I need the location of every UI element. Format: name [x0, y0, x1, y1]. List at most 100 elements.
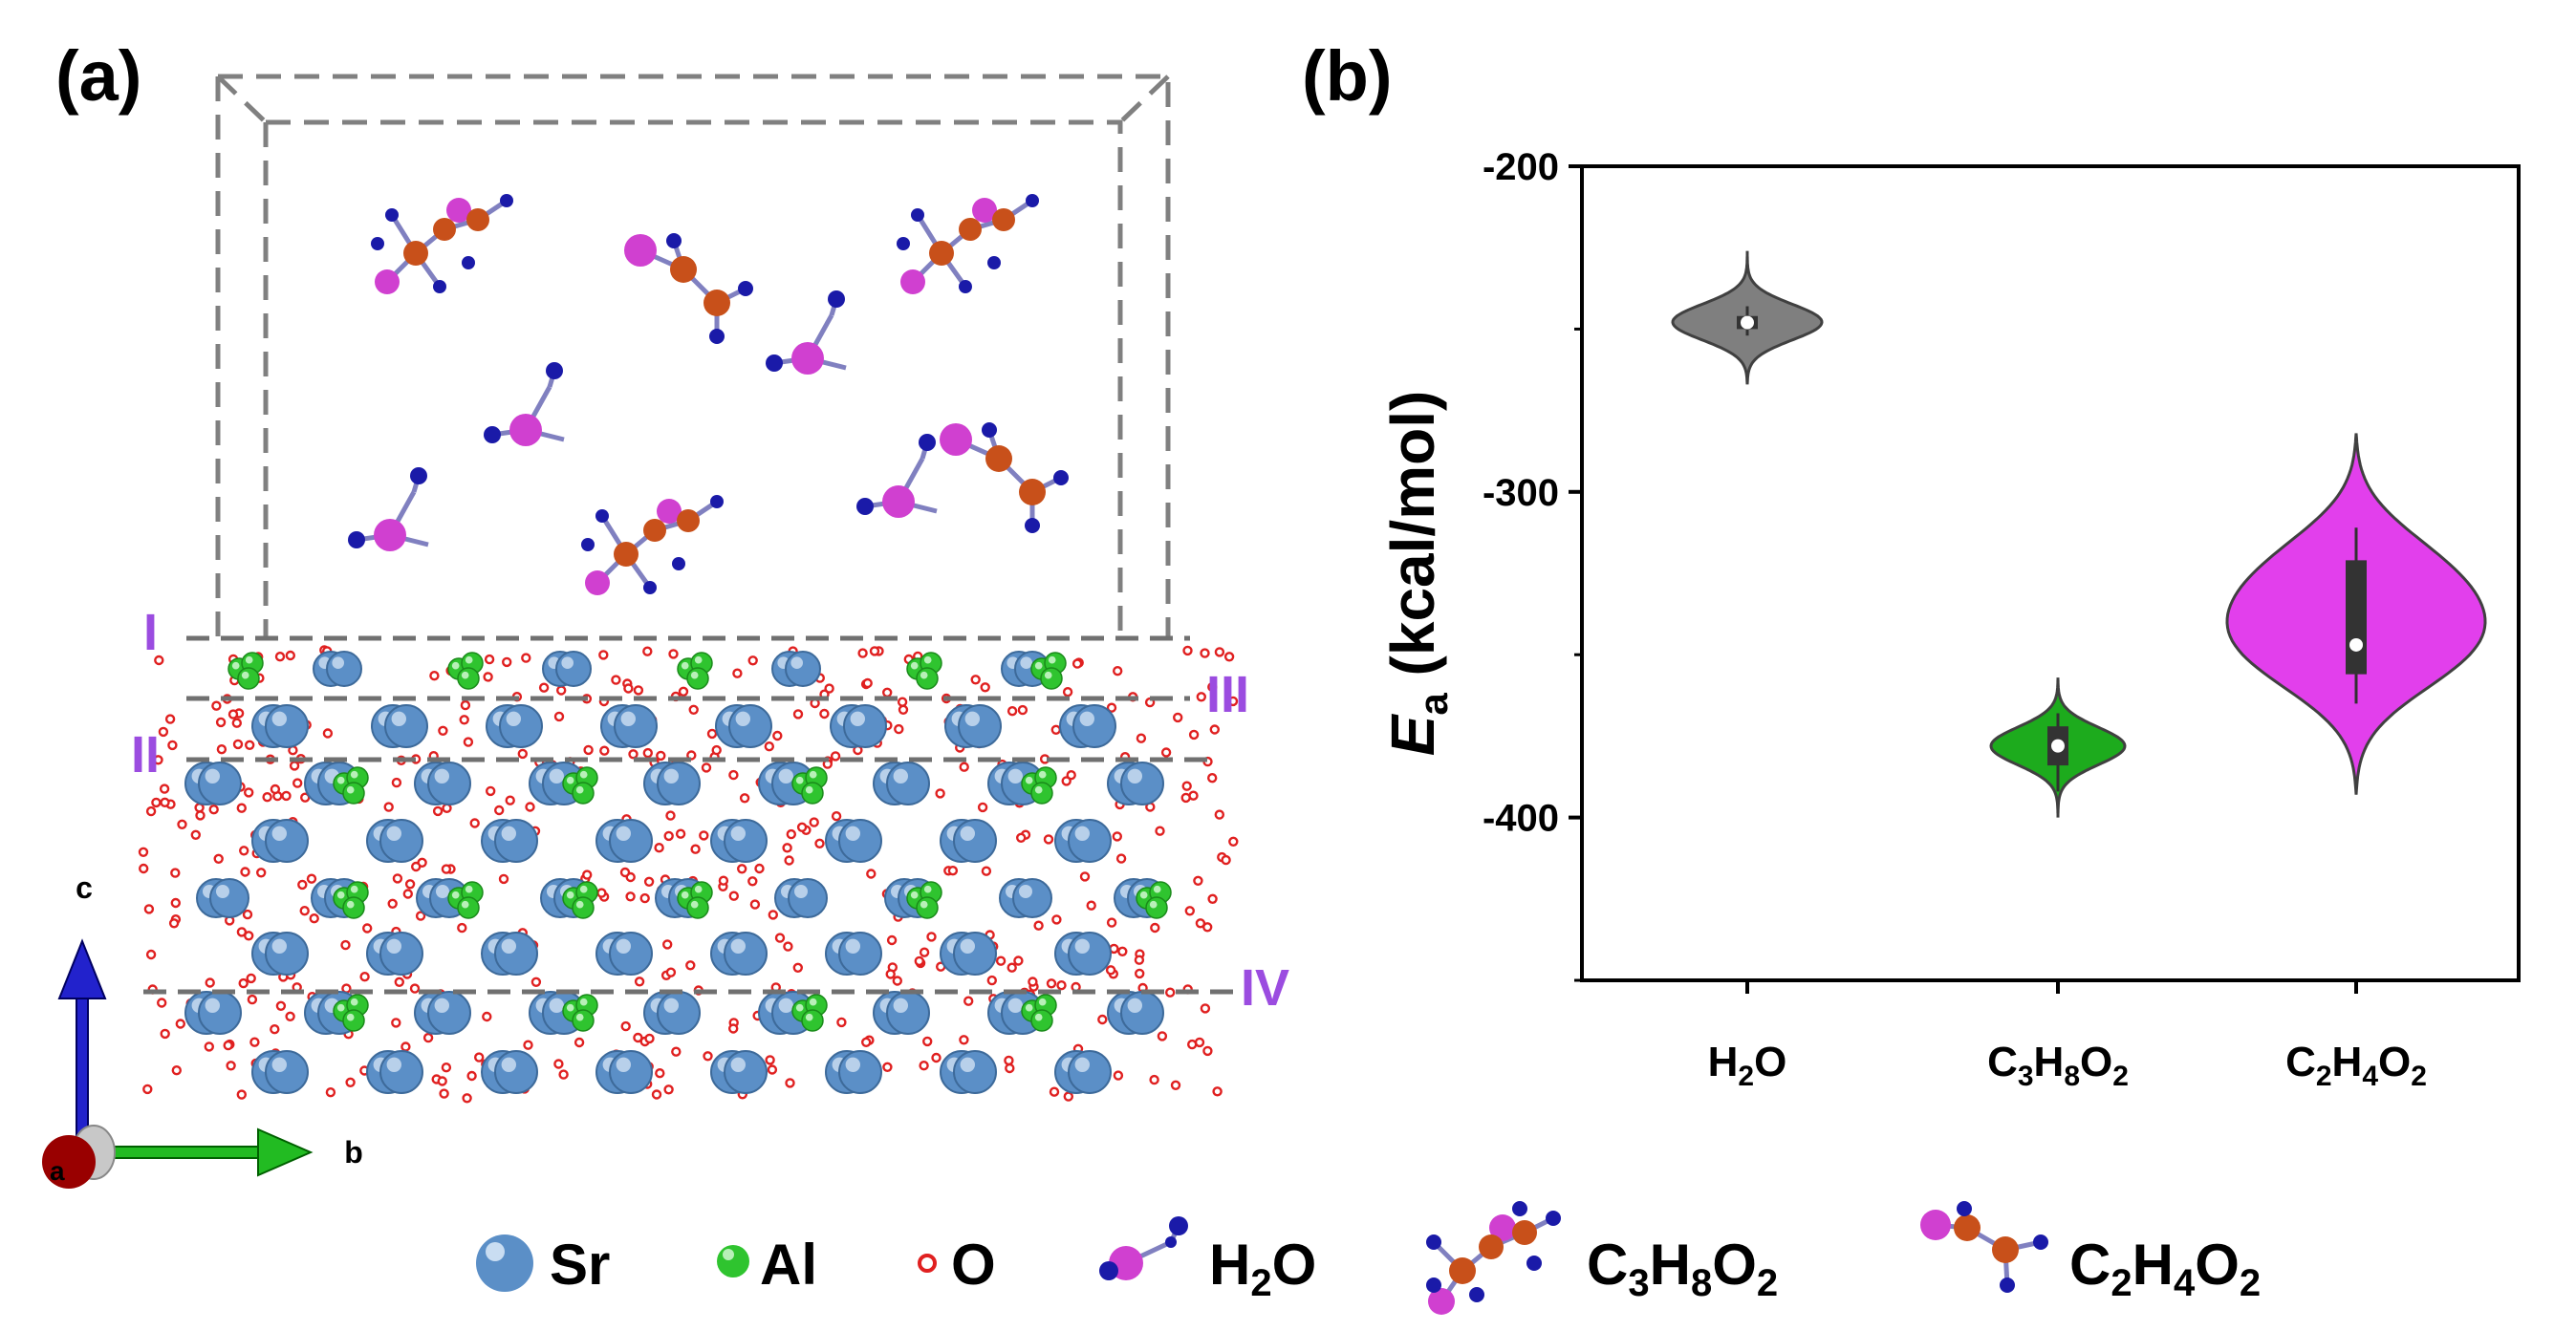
o-atom	[236, 1089, 248, 1100]
o-atom	[897, 697, 908, 707]
layer-label-I: I	[143, 604, 158, 661]
o-atom	[1196, 692, 1207, 702]
o-atom	[462, 1093, 472, 1104]
sr-atom	[838, 1050, 882, 1094]
o-atom	[1214, 809, 1225, 820]
o-atom	[498, 873, 509, 885]
o-atom	[159, 784, 170, 794]
o-atom	[1106, 702, 1117, 713]
o-atom	[1180, 792, 1191, 804]
sr-atom	[1120, 762, 1164, 805]
o-atom	[211, 700, 222, 711]
o-atom	[383, 802, 394, 812]
o-atom	[153, 755, 163, 765]
sr-atom	[1012, 878, 1052, 918]
o-atom	[1117, 946, 1128, 956]
al-atom	[916, 896, 939, 919]
o-atom	[1033, 920, 1044, 931]
o-atom	[530, 977, 542, 988]
y-axis-label: Ea (kcal/mol)	[1378, 391, 1456, 757]
sr-atom	[1068, 819, 1112, 863]
h-atom	[410, 467, 427, 484]
legend-item-c3h8o2: C3H8O2	[1426, 1201, 1778, 1315]
o-atom	[322, 728, 334, 739]
o-atom	[1097, 1014, 1108, 1025]
o-atom	[703, 1051, 713, 1062]
sr-atom	[886, 991, 930, 1035]
o-atom	[1221, 854, 1231, 866]
o-atom	[1202, 1045, 1213, 1057]
y-axis-label-sub: a	[1411, 693, 1456, 716]
o-atom	[411, 861, 422, 872]
sr-atom	[657, 991, 701, 1035]
o-atom	[437, 1076, 447, 1086]
x-tick-label: C3H8O2	[1987, 1039, 2129, 1092]
o-atom	[441, 1062, 452, 1073]
sr-atom	[838, 819, 882, 863]
c-atom	[985, 445, 1012, 472]
o-atom	[892, 976, 902, 986]
o-atom	[675, 828, 686, 839]
o-atom	[620, 1020, 631, 1032]
al-atom	[572, 782, 595, 805]
axis-triad: c b a	[42, 870, 363, 1189]
o-atom	[1181, 781, 1192, 791]
o-atom	[963, 996, 974, 1006]
o-atom	[747, 876, 758, 887]
violin-median-C2H4O2	[2349, 637, 2363, 652]
o-atom	[922, 1036, 933, 1047]
o-atom	[977, 802, 988, 813]
o-atom	[556, 685, 567, 696]
legend-label-al: Al	[760, 1233, 817, 1297]
o-atom	[387, 898, 398, 909]
o-atom	[270, 1023, 280, 1035]
al-atom	[342, 896, 365, 919]
al-atom	[801, 782, 824, 805]
o-atom	[274, 652, 286, 662]
o-atom-molecule	[972, 198, 997, 223]
o-atom	[409, 983, 421, 994]
c-atom	[403, 241, 428, 266]
b-axis-arrow-shaft	[90, 1146, 264, 1159]
o-atom	[415, 911, 426, 921]
o-atom	[232, 739, 244, 750]
x-tick-label-part: O	[1754, 1039, 1786, 1085]
o-atom	[256, 868, 267, 878]
h-atom	[1026, 194, 1039, 207]
o-atom	[494, 805, 505, 816]
o-atom-molecule	[940, 423, 972, 456]
o-atom	[786, 828, 796, 840]
o-atom	[642, 646, 653, 656]
o-atom	[138, 863, 149, 874]
sr-atom	[843, 704, 887, 748]
h-atom	[1053, 470, 1069, 485]
sr-atom	[785, 651, 821, 687]
o-atom	[662, 939, 673, 950]
al-atom-highlight	[723, 1249, 734, 1260]
o-atom	[970, 675, 981, 685]
sr-atom	[788, 878, 828, 918]
o-atom	[574, 1037, 585, 1048]
b-axis-label: b	[344, 1135, 363, 1170]
o-atom-molecule	[374, 519, 406, 551]
o-atom	[1136, 733, 1147, 743]
sr-atom	[494, 1050, 538, 1094]
al-atom	[342, 1009, 365, 1032]
o-atom	[460, 699, 471, 711]
sr-atom	[1072, 704, 1116, 748]
o-atom	[466, 1070, 477, 1082]
h-atom	[897, 237, 910, 250]
o-atom	[505, 795, 515, 805]
sr-atom	[609, 932, 653, 976]
o-atom	[583, 744, 594, 756]
o-atom	[739, 793, 750, 804]
o-atom	[553, 1059, 564, 1069]
o-atom	[142, 1084, 153, 1095]
o-atom	[275, 1000, 287, 1012]
o-atom	[242, 909, 253, 920]
o-atom	[596, 888, 607, 898]
layer-label-IV: IV	[1241, 959, 1289, 1017]
o-atom	[227, 709, 239, 719]
o-atom	[474, 1052, 485, 1063]
c-atom	[433, 218, 456, 241]
